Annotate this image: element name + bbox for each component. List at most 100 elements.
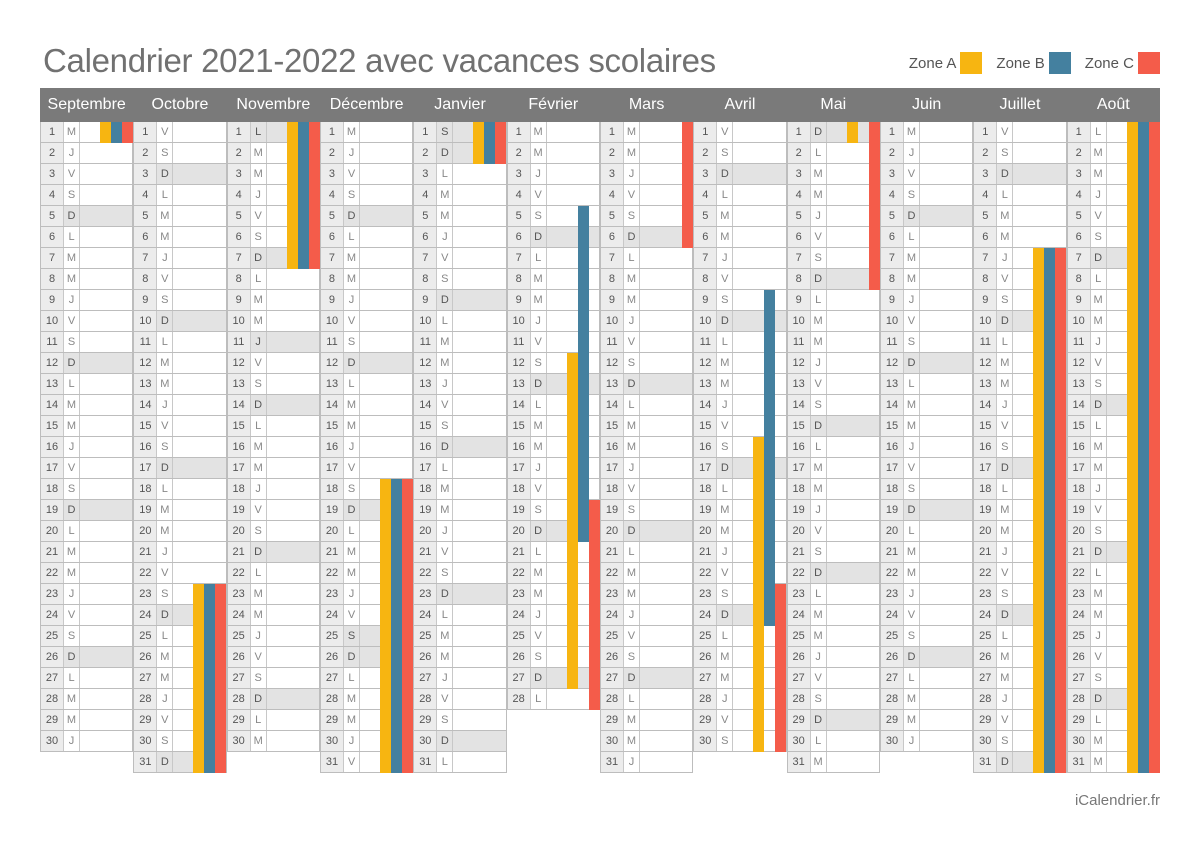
day-number: 18: [320, 479, 344, 499]
day-cell: 14 V: [413, 395, 507, 416]
day-number: 23: [600, 584, 624, 604]
day-number: 30: [227, 731, 251, 751]
day-cell: 12 M: [133, 353, 227, 374]
weekday-letter: V: [717, 269, 734, 289]
day-cell: 20 S: [226, 521, 320, 542]
weekday-letter: J: [157, 248, 174, 268]
weekday-letter: J: [437, 227, 454, 247]
day-number: 17: [134, 458, 158, 478]
day-cell: 28 J: [973, 689, 1067, 710]
day-note-area: [173, 164, 226, 184]
day-cell: 30 S: [973, 731, 1067, 752]
weekday-letter: V: [1091, 353, 1107, 373]
weekday-letter: M: [251, 164, 267, 184]
day-cell: 24 M: [1066, 605, 1160, 626]
day-cell: 16 S: [973, 437, 1067, 458]
month-header: Août: [1096, 96, 1130, 113]
weekday-letter: S: [1091, 521, 1107, 541]
weekday-letter: V: [251, 206, 267, 226]
day-number: 9: [227, 290, 251, 310]
weekday-letter: J: [531, 311, 547, 331]
day-cell: 29 L: [226, 710, 320, 731]
day-number: 18: [414, 479, 438, 499]
weekday-letter: M: [811, 605, 827, 625]
weekday-letter: M: [157, 647, 174, 667]
day-number: 2: [787, 143, 811, 163]
day-number: 5: [600, 206, 624, 226]
day-cell: 31 J: [599, 752, 694, 773]
day-number: 11: [880, 332, 904, 352]
day-number: 8: [600, 269, 624, 289]
weekday-letter: V: [1091, 647, 1107, 667]
weekday-letter: M: [437, 626, 454, 646]
weekday-letter: L: [531, 689, 547, 709]
weekday-letter: L: [997, 479, 1014, 499]
day-number: 13: [880, 374, 904, 394]
day-number: 7: [974, 248, 998, 268]
day-number: 13: [320, 374, 344, 394]
weekday-letter: S: [904, 185, 920, 205]
weekday-letter: M: [64, 689, 80, 709]
day-cell: 24 V: [40, 605, 134, 626]
weekday-letter: D: [717, 605, 734, 625]
day-number: 6: [1067, 227, 1091, 247]
day-number: 21: [787, 542, 811, 562]
day-number: 29: [227, 710, 251, 730]
weekday-letter: S: [531, 353, 547, 373]
day-number: 17: [974, 458, 998, 478]
day-cell: 13 M: [133, 374, 227, 395]
weekday-letter: D: [810, 416, 827, 436]
day-cell: 27 M: [693, 668, 787, 689]
day-number: 12: [600, 353, 624, 373]
footer-credit: iCalendrier.fr: [1074, 792, 1160, 809]
month-header: Septembre: [47, 96, 126, 113]
legend-zone-a: Zone A: [909, 52, 983, 74]
weekday-letter: L: [251, 269, 267, 289]
weekday-letter: M: [997, 521, 1014, 541]
day-number: 3: [1067, 164, 1091, 184]
day-cell: 21 S: [786, 542, 880, 563]
day-cell: 14 L: [599, 395, 694, 416]
day-cell: 15 M: [506, 416, 600, 437]
day-number: 24: [134, 605, 158, 625]
day-cell: 27 V: [786, 668, 880, 689]
weekday-letter: D: [250, 395, 267, 415]
day-cell: 15 L: [226, 416, 320, 437]
day-cell: 18 J: [226, 479, 320, 500]
weekday-letter: S: [531, 500, 547, 520]
weekday-letter: S: [343, 626, 360, 646]
day-number: 29: [41, 710, 64, 730]
day-cell: 25 M: [413, 626, 507, 647]
day-number: 28: [320, 689, 344, 709]
weekday-letter: L: [811, 143, 827, 163]
day-number: 23: [320, 584, 344, 604]
weekday-letter: L: [157, 479, 174, 499]
day-number: 1: [134, 122, 158, 142]
day-number: 28: [1067, 689, 1091, 709]
day-number: 22: [41, 563, 64, 583]
day-note-area: [639, 227, 693, 247]
weekday-letter: M: [437, 353, 454, 373]
weekday-letter: M: [64, 563, 80, 583]
weekday-letter: M: [1091, 458, 1107, 478]
day-number: 5: [41, 206, 64, 226]
day-cell: 15 D: [786, 416, 880, 437]
day-number: 17: [880, 458, 904, 478]
day-number: 13: [507, 374, 531, 394]
day-number: 11: [787, 332, 811, 352]
weekday-letter: S: [251, 227, 267, 247]
weekday-letter: S: [157, 437, 174, 457]
weekday-letter: D: [64, 647, 80, 667]
weekday-letter: M: [157, 206, 174, 226]
weekday-letter: D: [250, 542, 267, 562]
weekday-letter: J: [624, 311, 640, 331]
day-cell: 11 L: [693, 332, 787, 353]
day-number: 3: [320, 164, 344, 184]
day-cell: 24 J: [506, 605, 600, 626]
weekday-letter: M: [531, 563, 547, 583]
day-cell: 17 V: [879, 458, 974, 479]
day-note-area: [80, 647, 133, 667]
